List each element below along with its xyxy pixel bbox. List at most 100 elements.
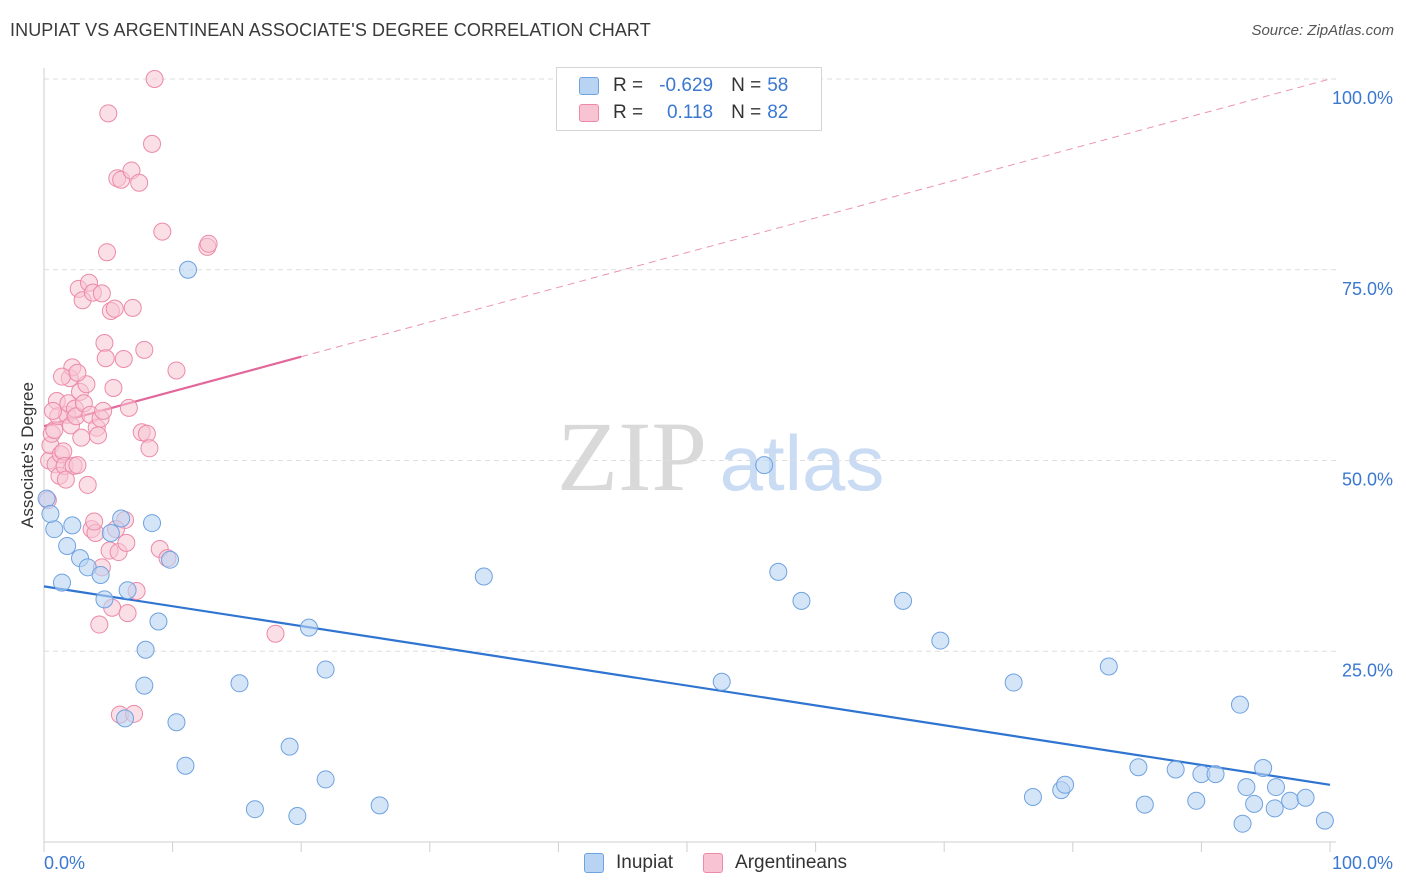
inupiat-trend-line bbox=[43, 585, 1331, 786]
inupiat-point bbox=[230, 674, 249, 693]
argentineans-point bbox=[92, 284, 111, 303]
inupiat-point bbox=[1315, 811, 1334, 830]
argentineans-point bbox=[118, 604, 137, 623]
inupiat-point bbox=[63, 516, 82, 535]
legend-n-label: N = bbox=[731, 102, 762, 123]
inupiat-point bbox=[161, 550, 180, 569]
argentineans-point bbox=[130, 173, 149, 192]
argentineans-point bbox=[114, 350, 133, 369]
inupiat-point bbox=[1187, 791, 1206, 810]
inupiat-point bbox=[1230, 695, 1249, 714]
x-tick-label: 100.0% bbox=[1332, 853, 1393, 873]
argentineans-point bbox=[199, 234, 218, 253]
chart-source: Source: ZipAtlas.com bbox=[1251, 22, 1394, 39]
inupiat-point bbox=[116, 709, 135, 728]
argentineans-point bbox=[145, 70, 164, 88]
argentineans-point bbox=[94, 401, 113, 420]
inupiat-point bbox=[118, 581, 137, 600]
legend-n-value: 82 bbox=[767, 102, 789, 123]
argentineans-point bbox=[99, 104, 118, 123]
legend-n-label: N = bbox=[731, 75, 762, 96]
inupiat-point bbox=[58, 536, 77, 555]
watermark-zip: ZIP bbox=[557, 401, 707, 512]
argentineans-point bbox=[117, 533, 136, 552]
inupiat-point bbox=[792, 591, 811, 610]
legend-swatch-blue bbox=[584, 853, 604, 873]
legend-r-label: R = bbox=[613, 75, 644, 96]
argentineans-point bbox=[104, 379, 123, 398]
argentineans-point bbox=[143, 134, 162, 153]
legend-row-inupiat: R = -0.629 N = 58 bbox=[579, 73, 788, 99]
legend-n-value: 58 bbox=[767, 75, 789, 96]
inupiat-point bbox=[1266, 778, 1285, 797]
inupiat-point bbox=[143, 514, 162, 533]
inupiat-point bbox=[136, 640, 155, 659]
argentineans-point bbox=[96, 349, 115, 368]
watermark-atlas: atlas bbox=[720, 419, 885, 507]
inupiat-point bbox=[1254, 758, 1273, 777]
inupiat-point bbox=[1099, 657, 1118, 676]
inupiat-point bbox=[135, 676, 154, 695]
inupiat-point bbox=[755, 456, 774, 475]
inupiat-point bbox=[101, 523, 120, 542]
tick-labels: 25.0% 50.0% 75.0% 100.0% 0.0% 100.0% bbox=[44, 88, 1393, 873]
inupiat-point bbox=[41, 504, 60, 523]
inupiat-point bbox=[1265, 799, 1284, 818]
inupiat-point bbox=[1056, 775, 1075, 794]
argentineans-point bbox=[44, 401, 63, 420]
inupiat-point bbox=[95, 590, 114, 609]
inupiat-point bbox=[1237, 778, 1256, 797]
inupiat-points bbox=[37, 260, 1334, 833]
inupiat-point bbox=[280, 737, 299, 756]
inupiat-point bbox=[712, 672, 731, 691]
inupiat-point bbox=[1296, 788, 1315, 807]
argentineans-point bbox=[135, 340, 154, 359]
inupiat-point bbox=[316, 660, 335, 679]
inupiat-point bbox=[149, 612, 168, 631]
inupiat-point bbox=[1206, 765, 1225, 784]
argentineans-point bbox=[56, 470, 75, 489]
inupiat-point bbox=[1135, 795, 1154, 814]
inupiat-point bbox=[245, 800, 264, 819]
legend-swatch-pink bbox=[703, 853, 724, 873]
argentineans-point bbox=[266, 624, 285, 643]
inupiat-point bbox=[1245, 794, 1264, 813]
inupiat-point bbox=[179, 260, 198, 279]
argentineans-point bbox=[140, 439, 159, 458]
argentineans-point bbox=[85, 512, 104, 531]
y-tick-label: 75.0% bbox=[1342, 279, 1393, 299]
argentineans-point bbox=[72, 428, 91, 447]
argentineans-point bbox=[105, 299, 124, 318]
inupiat-point bbox=[167, 713, 186, 732]
inupiat-point bbox=[1281, 791, 1300, 810]
inupiat-point bbox=[894, 591, 913, 610]
inupiat-point bbox=[37, 489, 56, 508]
inupiat-point bbox=[931, 631, 950, 650]
argentineans-points bbox=[38, 70, 285, 724]
argentineans-point bbox=[95, 333, 114, 352]
argentineans-trend-extension bbox=[301, 78, 1331, 358]
legend-swatch-pink bbox=[579, 104, 599, 122]
legend-row-argentineans: R = 0.118 N = 82 bbox=[579, 100, 788, 126]
inupiat-point bbox=[53, 573, 72, 592]
inupiat-point bbox=[769, 562, 788, 581]
correlation-legend: R = -0.629 N = 58 R = 0.118 N = 82 bbox=[556, 67, 822, 131]
argentineans-point bbox=[68, 456, 87, 475]
argentineans-point bbox=[98, 243, 117, 262]
legend-item-argentineans: Argentineans bbox=[703, 852, 847, 874]
legend-label-inupiat: Inupiat bbox=[616, 852, 674, 873]
inupiat-point bbox=[112, 509, 131, 528]
argentineans-point bbox=[153, 222, 172, 241]
inupiat-point bbox=[1023, 787, 1042, 806]
legend-r-label: R = bbox=[613, 102, 644, 123]
y-tick-label: 25.0% bbox=[1342, 660, 1393, 680]
argentineans-point bbox=[90, 615, 109, 634]
y-tick-label: 50.0% bbox=[1342, 470, 1393, 490]
inupiat-point bbox=[299, 618, 318, 637]
inupiat-point bbox=[1166, 760, 1185, 779]
inupiat-point bbox=[45, 520, 64, 539]
inupiat-point bbox=[316, 770, 335, 789]
argentineans-point bbox=[78, 475, 97, 494]
chart-title: INUPIAT VS ARGENTINEAN ASSOCIATE'S DEGRE… bbox=[10, 20, 651, 40]
